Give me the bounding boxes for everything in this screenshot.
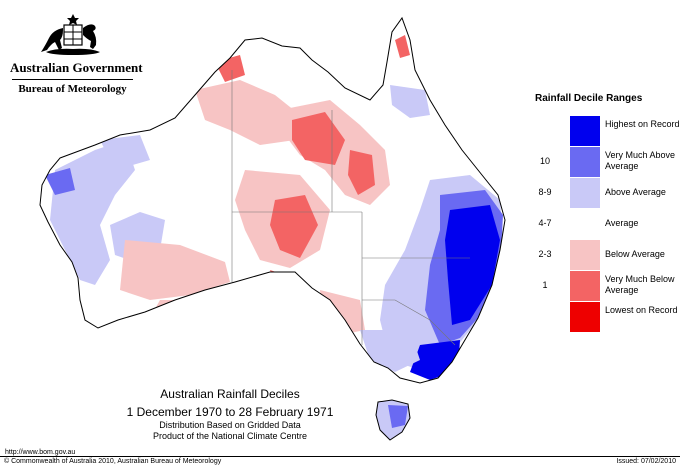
legend-label: Lowest on Record — [605, 305, 678, 315]
footer-divider — [0, 456, 680, 457]
legend-label: Above Average — [605, 187, 666, 197]
legend-swatch — [570, 178, 600, 208]
legend-label: Very Much Below Average — [605, 274, 675, 295]
coat-of-arms-icon — [41, 14, 100, 55]
government-title: Australian Government — [10, 60, 143, 75]
mainland-coastline — [39, 16, 506, 384]
legend-row-very-much-below: 1 Very Much Below Average — [530, 271, 680, 301]
legend-range: 10 — [539, 156, 550, 166]
legend-range: 1 — [542, 280, 548, 290]
legend-row-average: 4-7 Average — [530, 209, 680, 239]
legend-swatch — [570, 240, 600, 270]
legend-row-above: 8-9 Above Average — [530, 178, 680, 208]
copyright-text: © Commonwealth of Australia 2010, Austra… — [4, 458, 222, 465]
legend-row-lowest: Lowest on Record — [530, 302, 680, 332]
legend-swatch — [570, 302, 600, 332]
legend-swatch — [570, 271, 600, 301]
legend-swatch — [570, 209, 600, 239]
bureau-title: Bureau of Meteorology — [18, 83, 127, 95]
tasmania-coastline — [375, 399, 411, 441]
legend-label: Average — [605, 218, 639, 228]
legend-swatch — [570, 116, 600, 146]
map-caption: Australian Rainfall Deciles 1 December 1… — [115, 387, 345, 442]
legend-swatch — [570, 147, 600, 177]
caption-title: Australian Rainfall Deciles — [160, 387, 300, 401]
legend-label: Below Average — [605, 249, 665, 259]
caption-period: 1 December 1970 to 28 February 1971 — [126, 405, 334, 419]
source-url[interactable]: http://www.bom.gov.au — [5, 449, 76, 456]
legend-title: Rainfall Decile Ranges — [535, 93, 643, 104]
caption-line-2: Product of the National Climate Centre — [152, 431, 308, 441]
legend-label: Highest on Record — [605, 119, 680, 129]
issued-date: Issued: 07/02/2010 — [616, 458, 676, 465]
legend-label: Very Much Above Average — [605, 150, 676, 171]
banner-divider — [12, 79, 133, 80]
legend-row-below: 2-3 Below Average — [530, 240, 680, 270]
tasmania-shading — [376, 400, 410, 440]
legend-row-very-much-above: 10 Very Much Above Average — [530, 147, 680, 177]
legend-range: 2-3 — [538, 249, 552, 259]
caption-line-1: Distribution Based on Gridded Data — [159, 420, 301, 430]
legend-row-highest: Highest on Record — [530, 116, 680, 146]
legend-range: 4-7 — [538, 218, 552, 228]
government-banner: Australian Government Bureau of Meteorol… — [10, 60, 143, 95]
legend-range: 8-9 — [538, 187, 552, 197]
state-borders — [231, 70, 470, 346]
